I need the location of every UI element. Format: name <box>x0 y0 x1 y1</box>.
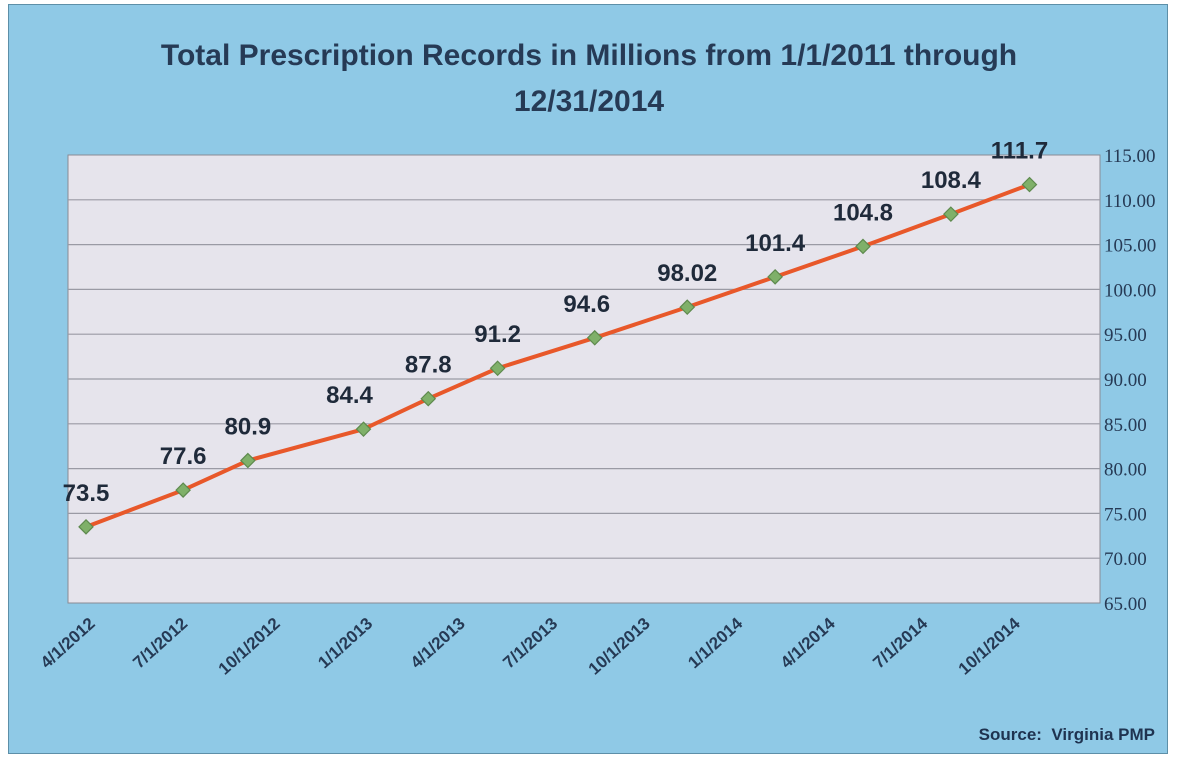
data-label: 73.5 <box>63 480 110 507</box>
data-point-marker <box>175 482 191 498</box>
y-tick-label: 70.00 <box>1104 549 1147 570</box>
data-label: 77.6 <box>160 443 207 470</box>
x-tick-label: 10/1/2012 <box>215 614 284 679</box>
chart-title-line-2: 12/31/2014 <box>513 85 665 118</box>
y-tick-label: 90.00 <box>1104 370 1147 391</box>
y-tick-label: 80.00 <box>1104 460 1147 481</box>
data-label: 87.8 <box>405 352 452 379</box>
chart-title-line-1: Total Prescription Records in Millions f… <box>160 39 1018 72</box>
x-tick-label: 10/1/2013 <box>585 614 654 679</box>
data-label: 98.02 <box>657 260 717 287</box>
data-point-marker <box>1021 176 1038 193</box>
data-point-marker <box>855 238 871 255</box>
y-tick-label: 110.00 <box>1104 191 1156 212</box>
x-tick-label: 1/1/2014 <box>684 613 746 672</box>
y-tick-label: 65.00 <box>1104 594 1147 615</box>
y-tick-label: 95.00 <box>1104 325 1147 346</box>
x-tick-label: 4/1/2012 <box>37 614 99 672</box>
data-label: 111.7 <box>991 138 1048 165</box>
x-tick-label: 7/1/2012 <box>129 614 191 672</box>
x-tick-label: 1/1/2013 <box>314 614 376 672</box>
y-tick-label: 75.00 <box>1104 504 1147 525</box>
y-tick-label: 85.00 <box>1104 415 1147 436</box>
chart-title: Total Prescription Records in Millions f… <box>109 33 1069 125</box>
data-point-marker <box>420 390 437 407</box>
data-point-marker <box>767 269 783 285</box>
data-label: 80.9 <box>225 414 272 441</box>
data-point-marker <box>586 329 603 346</box>
data-label: 91.2 <box>474 321 521 348</box>
y-tick-label: 100.00 <box>1104 280 1156 301</box>
data-point-marker <box>679 299 696 315</box>
data-point-marker <box>78 518 94 535</box>
data-point-marker <box>240 452 256 469</box>
x-tick-label: 7/1/2014 <box>869 613 931 672</box>
chart-source: Source: Virginia PMP <box>978 725 1155 744</box>
x-tick-label: 4/1/2013 <box>407 614 469 672</box>
data-label: 108.4 <box>921 167 982 194</box>
data-label: 84.4 <box>326 382 373 409</box>
series-line <box>84 182 1032 529</box>
x-tick-label: 7/1/2013 <box>499 614 561 672</box>
data-label: 101.4 <box>745 230 806 257</box>
y-tick-label: 115.00 <box>1104 146 1156 167</box>
x-tick-label: 10/1/2014 <box>955 613 1024 678</box>
data-point-marker <box>489 360 506 377</box>
y-tick-label: 105.00 <box>1104 236 1156 257</box>
x-tick-label: 4/1/2014 <box>777 613 839 672</box>
data-point-marker <box>355 421 372 438</box>
data-label: 94.6 <box>563 291 610 318</box>
data-label: 104.8 <box>833 199 893 226</box>
data-point-marker <box>943 206 959 222</box>
